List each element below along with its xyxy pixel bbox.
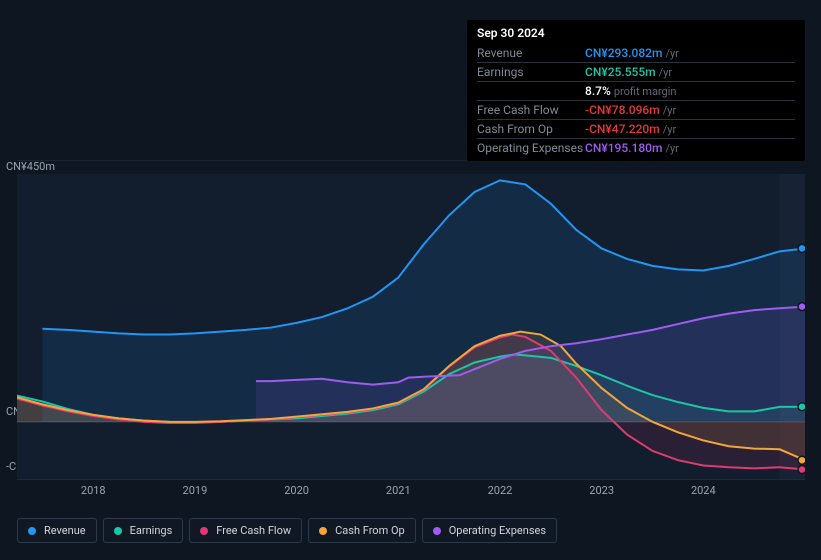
legend-label: Free Cash Flow bbox=[216, 524, 291, 537]
x-tick-label: 2021 bbox=[386, 484, 411, 497]
legend-dot-icon bbox=[433, 527, 441, 535]
x-axis: 2018 2019 2020 2021 2022 2023 2024 bbox=[17, 484, 805, 500]
x-tick-label: 2022 bbox=[488, 484, 513, 497]
chart-legend: Revenue Earnings Free Cash Flow Cash From O… bbox=[17, 518, 557, 543]
x-tick-label: 2024 bbox=[691, 484, 716, 497]
x-tick-label: 2023 bbox=[589, 484, 614, 497]
chart-container: CN¥450m CN¥0 -CN¥100m 201820192020202120… bbox=[0, 0, 821, 560]
legend-label: Operating Expenses bbox=[449, 524, 546, 537]
x-tick-label: 2020 bbox=[284, 484, 309, 497]
legend-item-revenue[interactable]: Revenue bbox=[17, 518, 97, 543]
legend-item-fcf[interactable]: Free Cash Flow bbox=[189, 518, 302, 543]
legend-item-cfo[interactable]: Cash From Op bbox=[308, 518, 416, 543]
chart-tooltip: Sep 30 2024 RevenueCN¥293.082m/yrEarning… bbox=[467, 20, 805, 161]
legend-label: Earnings bbox=[130, 524, 173, 537]
legend-label: Cash From Op bbox=[335, 524, 405, 537]
legend-dot-icon bbox=[28, 527, 36, 535]
tooltip-date: Sep 30 2024 bbox=[477, 26, 795, 44]
x-tick-label: 2018 bbox=[81, 484, 106, 497]
tooltip-table: RevenueCN¥293.082m/yrEarningsCN¥25.555m/… bbox=[477, 44, 795, 157]
x-tick-label: 2019 bbox=[183, 484, 208, 497]
legend-item-earnings[interactable]: Earnings bbox=[103, 518, 184, 543]
chart-svg bbox=[17, 160, 805, 480]
legend-item-opex[interactable]: Operating Expenses bbox=[422, 518, 557, 543]
legend-dot-icon bbox=[200, 527, 208, 535]
chart-plot-area[interactable] bbox=[17, 160, 805, 480]
legend-label: Revenue bbox=[44, 524, 86, 537]
legend-dot-icon bbox=[114, 527, 122, 535]
legend-dot-icon bbox=[319, 527, 327, 535]
